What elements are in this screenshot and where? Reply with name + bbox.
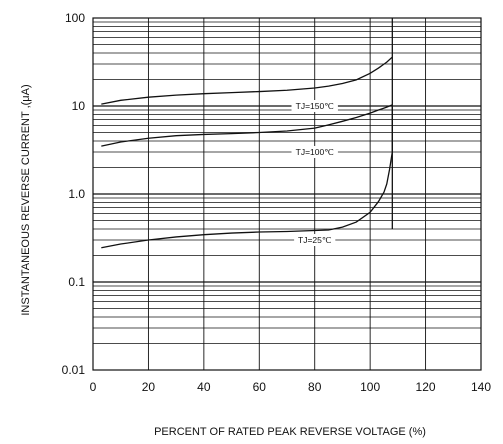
curve-label-bg [291, 146, 338, 159]
y-tick-label: 0.01 [62, 363, 86, 377]
curve-label: TJ=25℃ [298, 235, 332, 245]
curve-label: TJ=150℃ [296, 101, 335, 111]
curve-labels: TJ=150℃ TJ=100℃ TJ=25℃ [291, 100, 338, 247]
curve-label-bg [291, 100, 338, 112]
x-axis-title: PERCENT OF RATED PEAK REVERSE VOLTAGE (%… [154, 426, 426, 438]
y-tick-label: 100 [65, 11, 85, 25]
y-tick-label: 0.1 [68, 275, 85, 289]
x-tick-label: 20 [142, 380, 156, 394]
curve-line [101, 56, 393, 105]
curve-line [101, 104, 393, 147]
x-tick-label: 80 [308, 380, 322, 394]
curve-label-bg [294, 234, 336, 247]
grid [93, 18, 481, 370]
y-tick-label: 1.0 [68, 187, 85, 201]
x-tick-label: 120 [416, 380, 436, 394]
curve-line [101, 106, 393, 249]
x-tick-label: 60 [253, 380, 267, 394]
x-tick-label: 100 [360, 380, 380, 394]
curves [101, 18, 393, 249]
y-axis-title: INSTANTANEOUS REVERSE CURRENT ,(μA) [20, 84, 32, 315]
x-tick-label: 0 [90, 380, 97, 394]
x-tick-label: 40 [197, 380, 211, 394]
x-tick-label: 140 [471, 380, 491, 394]
tick-labels: 0 20 40 60 80 100 120 140 0.01 0.1 1.0 10 100 [62, 11, 492, 394]
curve-label: TJ=100℃ [296, 147, 335, 157]
y-tick-label: 10 [72, 99, 86, 113]
